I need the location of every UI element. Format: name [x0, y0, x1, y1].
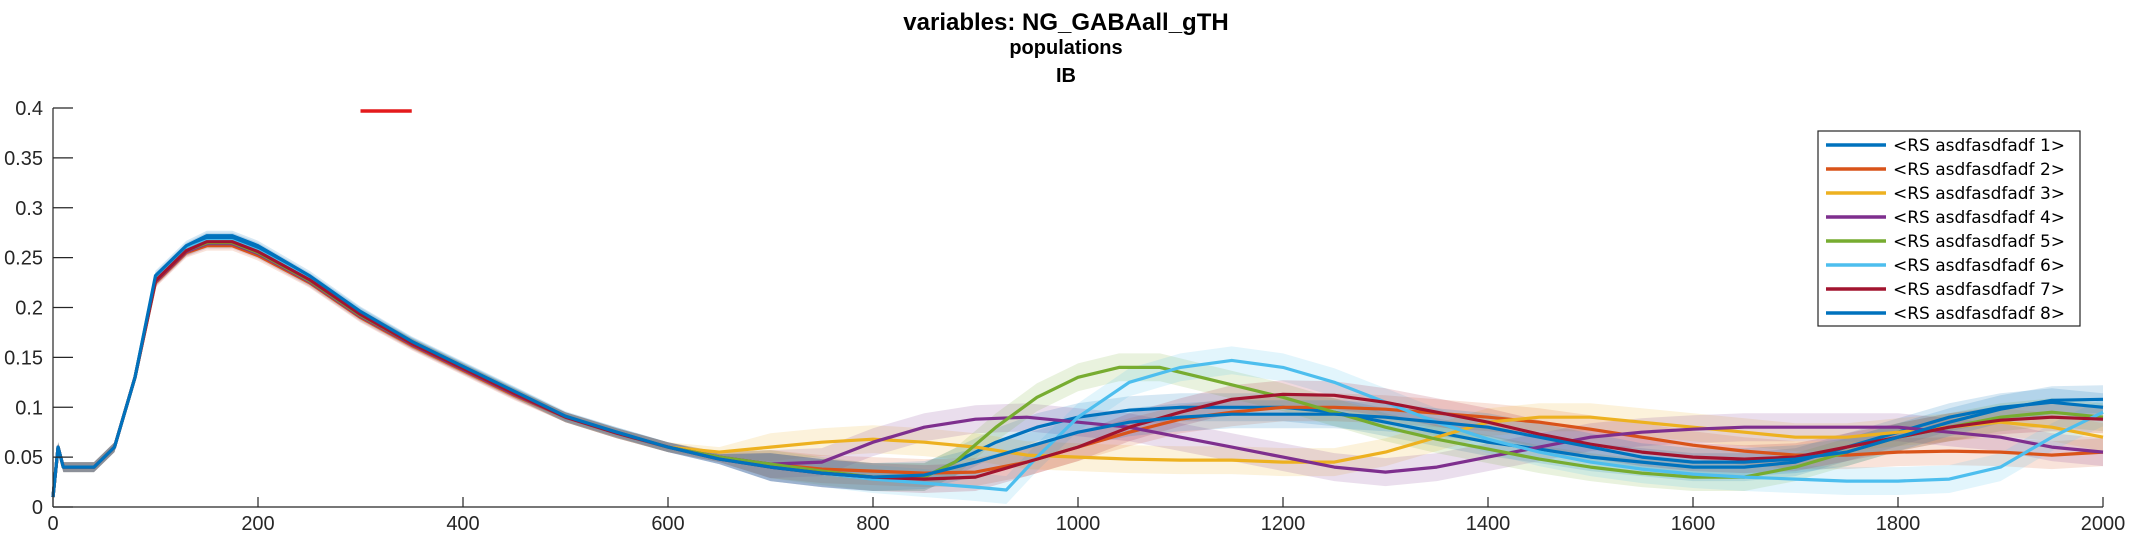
x-tick-label: 2000	[2081, 513, 2126, 533]
legend-box	[1817, 130, 2081, 327]
error-band-series-8	[53, 230, 2103, 502]
chart-subtitle-ib: IB	[1056, 65, 1076, 87]
y-tick-label: 0.35	[4, 148, 43, 170]
x-tick-label: 0	[47, 513, 58, 533]
chart-subtitle-populations: populations	[1009, 37, 1122, 59]
legend: <RS asdfasdfadf 1> <RS asdfasdfadf 2> <RS …	[1817, 130, 2081, 327]
series-line-8	[51, 234, 2104, 498]
legend-label-3: <RS asdfasdfadf 3>	[1893, 184, 2065, 204]
chart-title: variables: NG_GABAall_gTH	[903, 9, 1228, 36]
x-tick-label: 1800	[1876, 513, 1921, 533]
legend-label-7: <RS asdfasdfadf 7>	[1893, 280, 2065, 300]
x-axis-ticks: 0 200 400 600 800 1000 1200 1400 1600 1800 2000	[47, 497, 2125, 533]
x-tick-label: 1400	[1466, 513, 1511, 533]
y-axis-ticks: 0 0.05 0.1 0.15 0.2 0.25 0.3 0.35 0.4	[4, 98, 73, 519]
legend-label-6: <RS asdfasdfadf 6>	[1893, 256, 2065, 276]
legend-label-8: <RS asdfasdfadf 8>	[1893, 304, 2065, 324]
y-tick-label: 0.2	[15, 298, 43, 320]
x-tick-label: 1000	[1056, 513, 1101, 533]
x-tick-label: 1600	[1671, 513, 1716, 533]
x-tick-label: 600	[651, 513, 684, 533]
y-tick-label: 0.15	[4, 347, 43, 369]
y-tick-label: 0.1	[15, 397, 43, 419]
x-tick-label: 1200	[1261, 513, 1306, 533]
y-tick-label: 0.05	[4, 447, 43, 469]
x-tick-label: 400	[446, 513, 479, 533]
legend-label-4: <RS asdfasdfadf 4>	[1893, 208, 2065, 228]
x-tick-label: 200	[241, 513, 274, 533]
legend-label-2: <RS asdfasdfadf 2>	[1893, 160, 2065, 180]
series-lines	[51, 234, 2104, 498]
legend-label-5: <RS asdfasdfadf 5>	[1893, 232, 2065, 252]
y-tick-label: 0	[32, 497, 43, 519]
y-tick-label: 0.4	[15, 98, 43, 120]
y-tick-label: 0.25	[4, 248, 43, 270]
y-tick-label: 0.3	[15, 198, 43, 220]
legend-label-1: <RS asdfasdfadf 1>	[1893, 136, 2065, 156]
x-tick-label: 800	[856, 513, 889, 533]
error-band-series-5	[53, 237, 2103, 502]
